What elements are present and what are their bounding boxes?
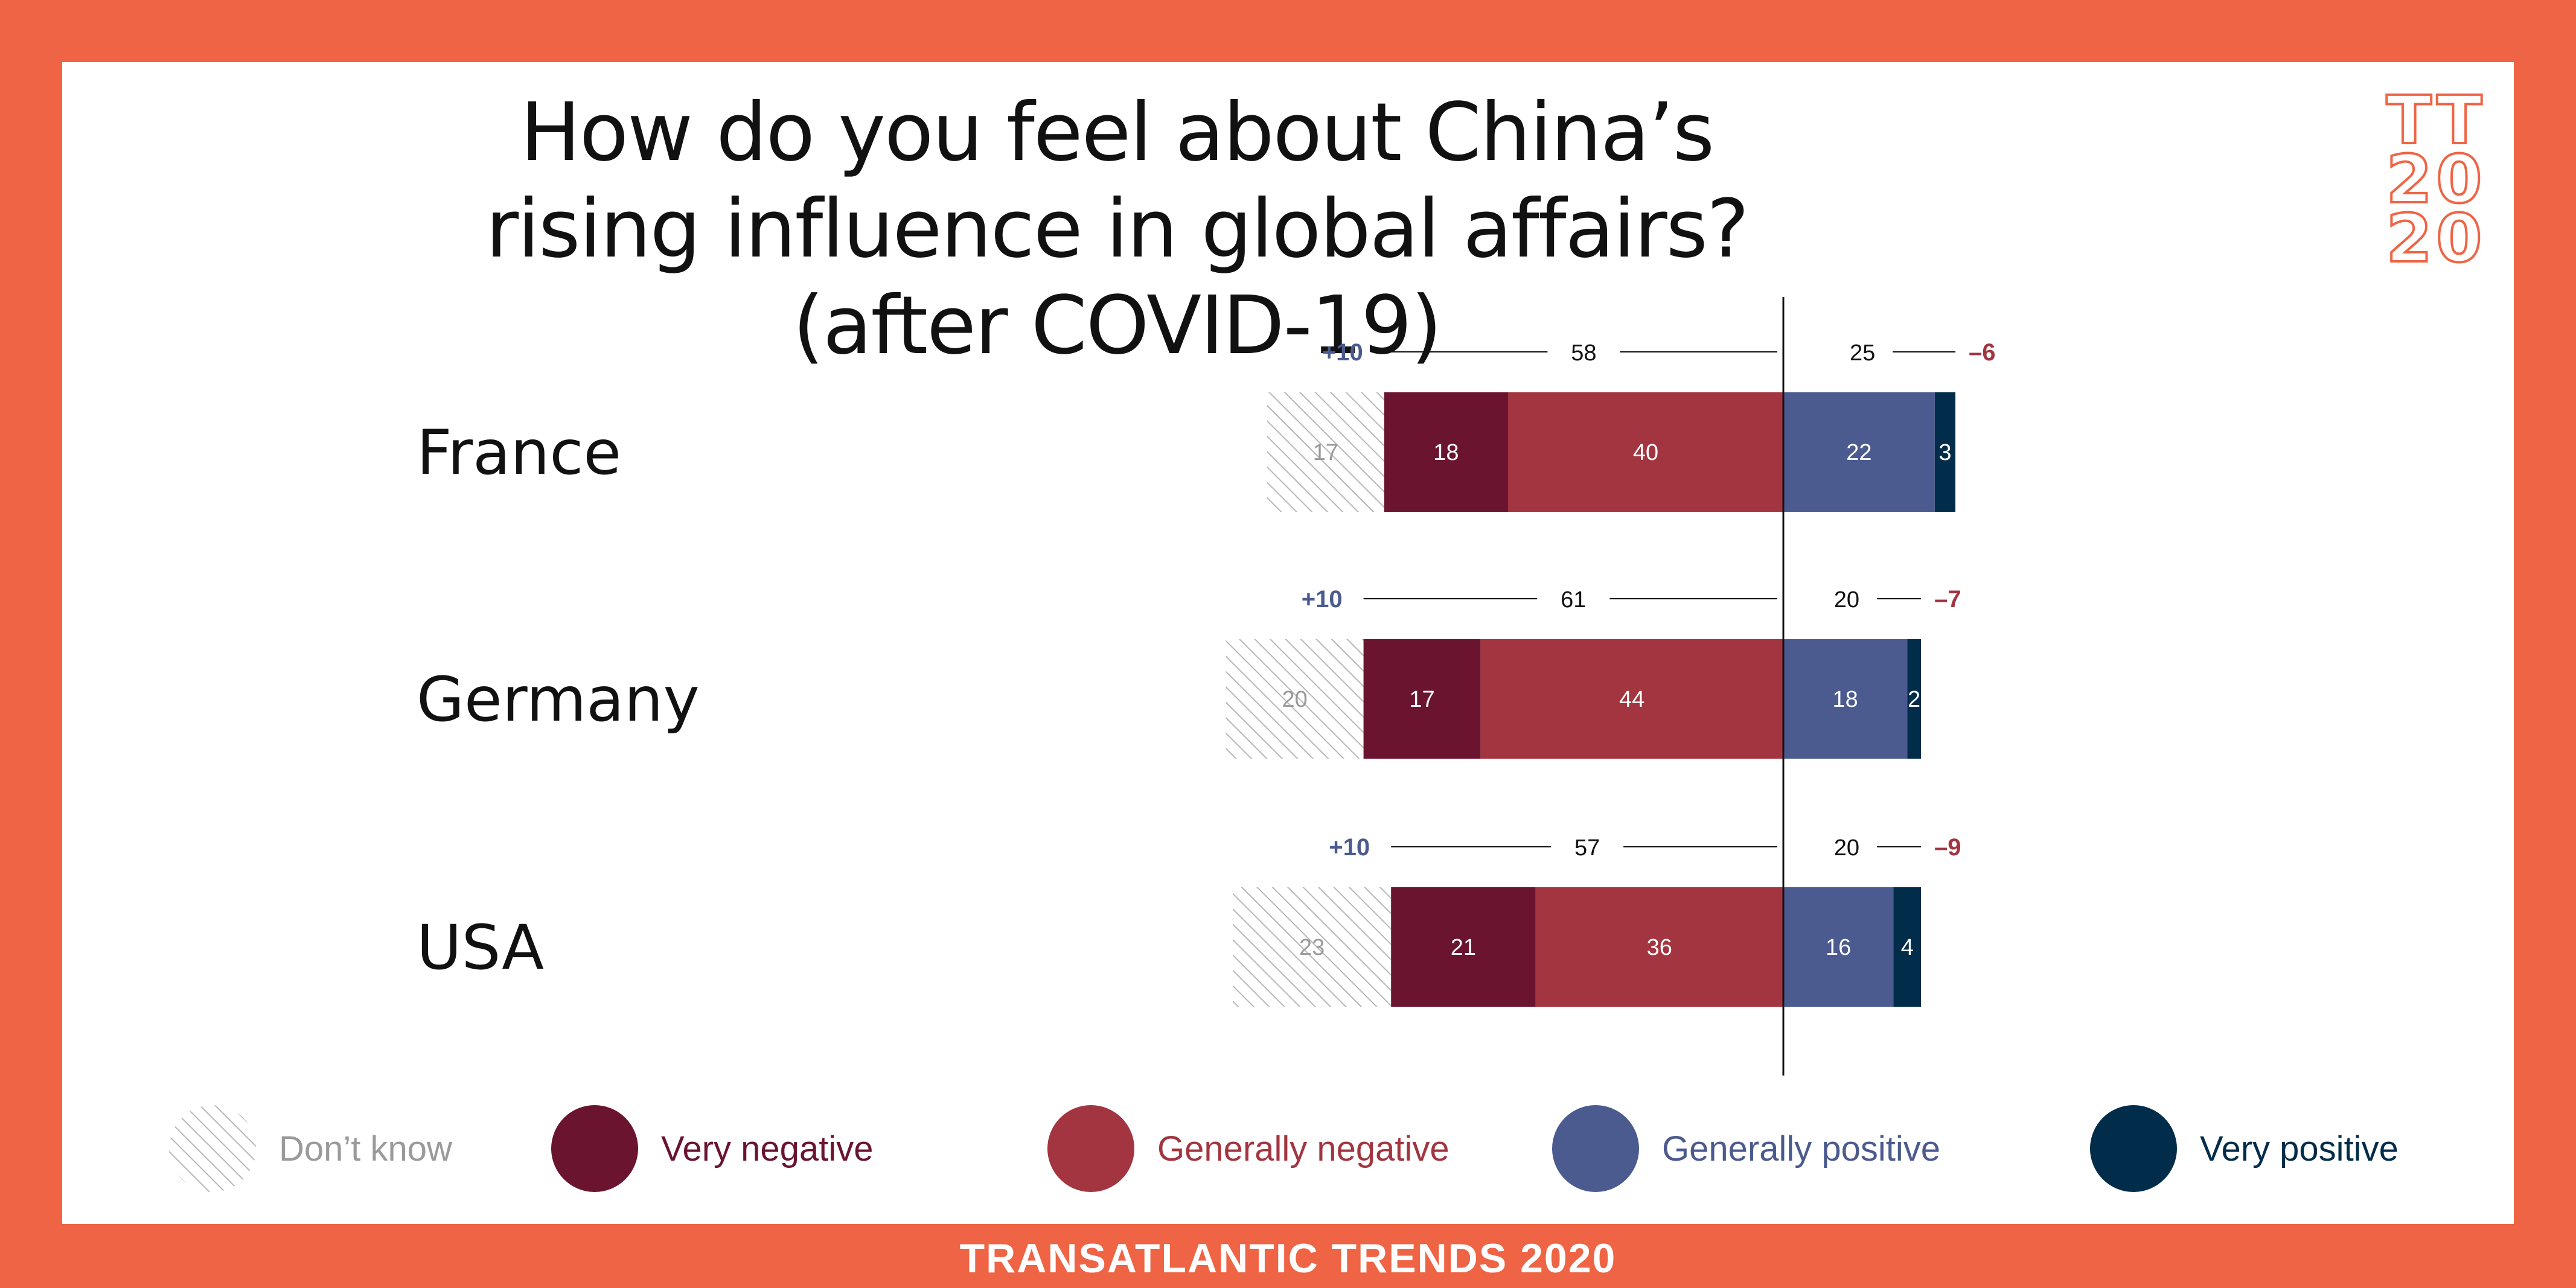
logo-line-3: 20	[2385, 200, 2486, 277]
change-positive-label: –7	[1934, 586, 1961, 613]
bar-segment-very-negative	[1384, 392, 1508, 512]
country-label: France	[417, 417, 621, 489]
positive-total-label: 25	[1850, 340, 1875, 366]
value-label-generally-positive: 22	[1846, 440, 1871, 465]
legend-item-very-positive: Very positive	[2090, 1105, 2399, 1192]
legend-item-dont-know: Don’t know	[169, 1105, 453, 1192]
legend: Don’t know Very negative Generally negativ…	[169, 1105, 2399, 1192]
legend-swatch-generally-positive	[1552, 1105, 1639, 1192]
negative-total-label: 61	[1561, 587, 1586, 613]
value-label-generally-positive: 18	[1832, 687, 1858, 712]
country-label: USA	[417, 912, 544, 984]
bar-segment-dont-know	[1267, 392, 1384, 512]
value-label-dont-know: 17	[1313, 440, 1338, 465]
value-label-generally-negative: 44	[1619, 687, 1644, 712]
bar-row-germany: Germany 20 17 44 18 2 +10 61 20 –7	[417, 586, 1961, 759]
negative-total-label: 57	[1574, 835, 1600, 861]
legend-label-dont-know: Don’t know	[279, 1129, 453, 1168]
value-label-very-positive: 4	[1901, 935, 1914, 960]
change-positive-label: –6	[1969, 339, 1996, 366]
legend-item-generally-negative: Generally negative	[1047, 1105, 1449, 1192]
value-label-dont-know: 20	[1282, 687, 1307, 712]
legend-label-very-negative: Very negative	[661, 1129, 873, 1168]
legend-swatch-very-positive	[2090, 1105, 2177, 1192]
change-negative-label: +10	[1322, 339, 1363, 366]
bar-segment-generally-positive	[1783, 639, 1908, 759]
value-label-very-negative: 18	[1433, 440, 1459, 465]
change-negative-label: +10	[1329, 834, 1370, 861]
legend-label-generally-negative: Generally negative	[1157, 1129, 1449, 1168]
bar-segment-dont-know	[1233, 887, 1392, 1007]
bar-segment-generally-negative	[1535, 887, 1783, 1007]
negative-total-label: 58	[1571, 340, 1596, 366]
bar-segment-very-positive	[1893, 887, 1921, 1007]
value-label-very-negative: 17	[1409, 687, 1434, 712]
value-label-very-positive: 2	[1908, 687, 1920, 712]
chart-title: How do you feel about China’s rising inf…	[485, 86, 1749, 372]
logo-line-1: TT	[2385, 81, 2486, 159]
value-label-generally-positive: 16	[1826, 935, 1851, 960]
value-label-generally-negative: 40	[1633, 440, 1658, 465]
bar-row-france: France 17 18 40 22 3 +10 58 25 –6	[417, 339, 1996, 512]
bar-segment-generally-negative	[1480, 639, 1783, 759]
country-label: Germany	[417, 664, 700, 736]
change-positive-label: –9	[1934, 834, 1961, 861]
bar-segment-very-negative	[1363, 639, 1481, 759]
bar-segment-very-negative	[1391, 887, 1536, 1007]
legend-item-generally-positive: Generally positive	[1552, 1105, 1940, 1192]
bar-segment-generally-positive	[1783, 392, 1935, 512]
value-label-dont-know: 23	[1299, 935, 1325, 960]
tt2020-logo: TT 20 20	[2385, 81, 2487, 277]
bar-row-usa: USA 23 21 36 16 4 +10 57 20 –9	[417, 834, 1961, 1007]
bar-segment-generally-positive	[1783, 887, 1894, 1007]
logo-line-2: 20	[2385, 141, 2486, 218]
legend-swatch-dont-know	[169, 1105, 256, 1192]
value-label-very-negative: 21	[1451, 935, 1476, 960]
legend-swatch-very-negative	[551, 1105, 638, 1192]
bar-segment-generally-negative	[1508, 392, 1783, 512]
legend-swatch-generally-negative	[1047, 1105, 1134, 1192]
value-label-generally-negative: 36	[1647, 935, 1672, 960]
footer-brand: TRANSATLANTIC TRENDS 2020	[959, 1235, 1617, 1281]
bar-segment-very-positive	[1934, 392, 1955, 512]
bar-segment-very-positive	[1907, 639, 1921, 759]
legend-item-very-negative: Very negative	[551, 1105, 873, 1192]
positive-total-label: 20	[1834, 587, 1859, 613]
positive-total-label: 20	[1834, 835, 1859, 861]
change-negative-label: +10	[1302, 586, 1343, 613]
value-label-very-positive: 3	[1938, 440, 1951, 465]
legend-label-generally-positive: Generally positive	[1662, 1129, 1940, 1168]
bar-segment-dont-know	[1226, 639, 1364, 759]
legend-label-very-positive: Very positive	[2200, 1129, 2399, 1168]
